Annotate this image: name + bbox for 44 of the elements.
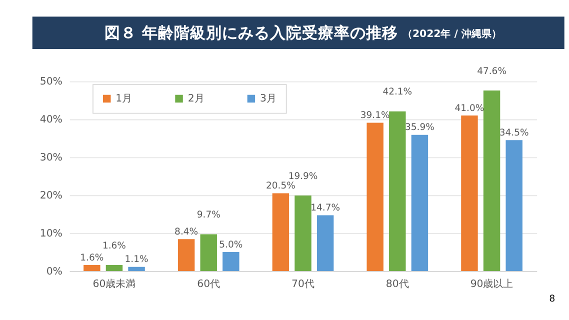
bar <box>483 90 500 272</box>
chart-subtitle: （2022年 / 沖縄県） <box>402 28 502 40</box>
data-label: 42.1% <box>382 86 412 98</box>
data-label: 20.5% <box>266 180 296 192</box>
bar <box>106 264 123 272</box>
data-label: 47.6% <box>477 66 507 77</box>
x-tick-label: 80代 <box>386 279 409 290</box>
bar <box>294 196 312 272</box>
bar <box>84 264 100 272</box>
chart-title: 図８ 年齢階級別にみる入院受療率の推移 <box>104 22 398 42</box>
bar <box>200 234 217 272</box>
bar <box>178 239 195 272</box>
data-label: 14.7% <box>310 202 340 214</box>
data-label: 1.1% <box>124 254 148 266</box>
y-tick-label: 0% <box>46 266 63 278</box>
data-label: 1.6% <box>80 252 104 264</box>
y-tick-label: 20% <box>40 190 63 202</box>
y-tick-label: 40% <box>40 114 63 126</box>
data-label: 5.0% <box>219 239 243 250</box>
legend-label: 1月 <box>116 93 132 104</box>
bar <box>366 122 384 272</box>
y-tick-label: 30% <box>40 152 63 164</box>
data-label: 19.9% <box>288 170 318 182</box>
data-label: 8.4% <box>174 226 198 238</box>
legend-label: 3月 <box>260 93 276 104</box>
bar <box>128 266 145 272</box>
data-label: 34.5% <box>499 128 529 139</box>
bar <box>222 252 240 272</box>
x-tick-label: 90歳以上 <box>470 278 514 290</box>
bar <box>461 116 478 272</box>
x-tick-label: 70代 <box>292 279 314 290</box>
data-label: 9.7% <box>196 210 221 221</box>
bar <box>316 215 334 272</box>
legend-label: 2月 <box>188 93 204 104</box>
x-tick-label: 60代 <box>197 279 220 290</box>
data-label: 1.6% <box>102 240 126 252</box>
bar <box>389 111 406 272</box>
bar <box>506 140 522 272</box>
y-tick-label: 50% <box>40 76 63 88</box>
y-tick-label: 10% <box>40 228 63 240</box>
x-tick-label: 60歳未満 <box>92 278 136 290</box>
text: 8 <box>549 294 556 305</box>
bar <box>411 134 428 272</box>
bar <box>272 193 290 272</box>
